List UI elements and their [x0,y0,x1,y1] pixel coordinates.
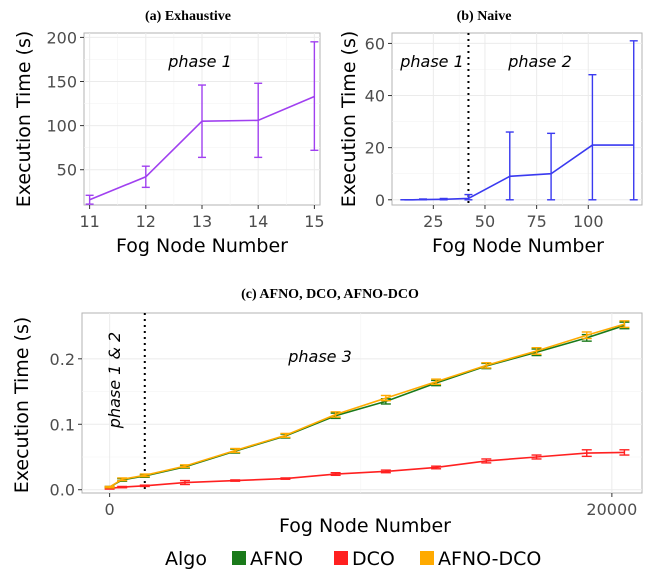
panel-a-title: (a) Exhaustive [145,9,231,24]
panel-b-phase2-label: phase 2 [507,52,572,71]
a-x-tick-label: 11 [79,212,99,231]
c-y-tick-label: 0.0 [50,481,75,500]
b-y-tick-label: 20 [365,139,385,158]
panel-c-plot-area [81,312,643,494]
a-x-tick-label: 13 [192,212,212,231]
b-x-tick-label: 75 [526,212,546,231]
panel-a-y-axis-title: Execution Time (s) [13,31,35,208]
panel-c-x-axis-title: Fog Node Number [279,515,451,537]
a-y-tick-label: 100 [46,117,77,136]
panel-c-phase3-label: phase 3 [287,347,352,366]
legend-label-dco: DCO [352,548,395,570]
c-afno-dco-line [109,323,625,488]
c-x-tick-label: 20000 [586,500,637,519]
a-series-line [89,95,315,201]
panel-c-y-axis-title: Execution Time (s) [11,317,33,494]
panel-b-x-axis-title: Fog Node Number [432,235,604,257]
c-x-tick-label: 0 [105,500,115,519]
panel-afno-dco: (c) AFNO, DCO, AFNO-DCO 0 200000.00.10.2 … [11,287,643,537]
a-x-tick-label: 12 [136,212,156,231]
c-y-tick-label: 0.1 [50,415,75,434]
legend-title: Algo [165,548,207,570]
c-dco-line [109,451,625,490]
panel-a-phase-label: phase 1 [167,52,232,71]
panel-b-series [400,40,638,201]
a-y-tick-label: 50 [57,161,77,180]
legend-label-afno-dco: AFNO-DCO [438,548,541,570]
b-y-tick-label: 0 [375,191,385,210]
panel-a-x-axis-title: Fog Node Number [116,235,288,257]
panel-a-ticks: 11 12 13 14 15 50 100 150 200 [46,28,324,231]
legend-label-afno: AFNO [250,548,303,570]
b-x-tick-label: 25 [423,212,443,231]
b-x-tick-label: 50 [475,212,495,231]
panel-exhaustive: (a) Exhaustive 11 12 13 14 15 50 100 150 200 pha… [13,9,325,257]
b-y-tick-label: 40 [365,87,385,106]
b-x-tick-label: 100 [573,212,604,231]
legend-swatch-dco [334,551,348,565]
panel-c-title: (c) AFNO, DCO, AFNO-DCO [241,287,419,302]
legend-swatch-afno [232,551,246,565]
a-y-tick-label: 150 [46,73,77,92]
c-y-tick-label: 0.2 [50,350,75,369]
panel-a-series [85,41,319,205]
panel-naive: (b) Naive 25 50 75 100 0 20 40 60 phase 1 phase… [338,9,643,257]
a-x-tick-label: 15 [304,212,324,231]
panel-c-grid [82,313,642,493]
panel-b-title: (b) Naive [457,9,512,24]
panel-b-phase1-label: phase 1 [399,52,464,71]
a-x-tick-label: 14 [248,212,268,231]
panel-c-ticks: 0 20000 0.0 0.1 0.2 [50,350,638,519]
b-series-line [404,144,634,201]
panel-c-series [104,320,630,490]
panel-b-y-axis-title: Execution Time (s) [338,31,360,208]
a-y-tick-label: 200 [46,28,77,47]
legend-swatch-afno-dco [420,551,434,565]
panel-b-ticks: 25 50 75 100 0 20 40 60 [365,34,604,231]
legend: Algo AFNO DCO AFNO-DCO [165,548,541,570]
b-y-tick-label: 60 [365,34,385,53]
panel-b-grid [392,33,642,205]
panel-c-phase12-label: phase 1 & 2 [105,332,124,429]
